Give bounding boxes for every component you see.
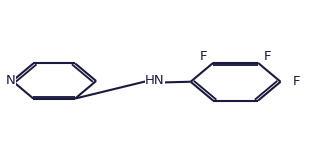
Text: F: F (292, 75, 300, 88)
Text: F: F (264, 50, 271, 63)
Text: HN: HN (145, 74, 165, 87)
Text: F: F (200, 50, 208, 63)
Text: N: N (6, 74, 16, 87)
